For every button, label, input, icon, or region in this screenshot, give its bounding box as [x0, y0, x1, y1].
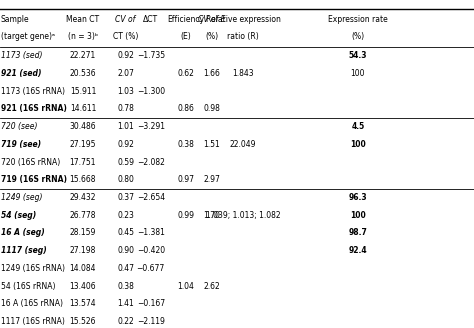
Text: 0.38: 0.38: [177, 140, 194, 149]
Text: 15.668: 15.668: [70, 175, 96, 184]
Text: 4.5: 4.5: [351, 122, 365, 131]
Text: CT (%): CT (%): [113, 32, 138, 41]
Text: 0.37: 0.37: [117, 193, 134, 202]
Text: Relative expression: Relative expression: [206, 15, 281, 24]
Text: −1.300: −1.300: [137, 87, 165, 96]
Text: 54 (seg): 54 (seg): [1, 211, 36, 220]
Text: 1.01: 1.01: [117, 122, 134, 131]
Text: 16 A (seg): 16 A (seg): [1, 228, 45, 237]
Text: 0.22: 0.22: [117, 317, 134, 326]
Text: ΔCT: ΔCT: [143, 15, 158, 24]
Text: 13.574: 13.574: [70, 299, 96, 308]
Text: 0.78: 0.78: [117, 104, 134, 113]
Text: 0.98: 0.98: [203, 104, 220, 113]
Text: 0.90: 0.90: [117, 246, 134, 255]
Text: 29.432: 29.432: [70, 193, 96, 202]
Text: 15.911: 15.911: [70, 87, 96, 96]
Text: 1249 (seg): 1249 (seg): [1, 193, 43, 202]
Text: 0.86: 0.86: [177, 104, 194, 113]
Text: 100: 100: [350, 211, 366, 220]
Text: 0.92: 0.92: [117, 140, 134, 149]
Text: 1.66: 1.66: [203, 69, 220, 78]
Text: 100: 100: [350, 140, 366, 149]
Text: 720 (16S rRNA): 720 (16S rRNA): [1, 157, 60, 167]
Text: 100: 100: [351, 69, 365, 78]
Text: 14.084: 14.084: [70, 264, 96, 273]
Text: 719 (16S rRNA): 719 (16S rRNA): [1, 175, 67, 184]
Text: 720 (see): 720 (see): [1, 122, 37, 131]
Text: −2.082: −2.082: [137, 157, 164, 167]
Text: 27.195: 27.195: [70, 140, 96, 149]
Text: 1.51: 1.51: [203, 140, 220, 149]
Text: (E): (E): [181, 32, 191, 41]
Text: 719 (see): 719 (see): [1, 140, 41, 149]
Text: 96.3: 96.3: [348, 193, 367, 202]
Text: −1.735: −1.735: [137, 51, 165, 60]
Text: 28.159: 28.159: [70, 228, 96, 237]
Text: 98.7: 98.7: [348, 228, 367, 237]
Text: 30.486: 30.486: [70, 122, 96, 131]
Text: 0.97: 0.97: [177, 175, 194, 184]
Text: (n = 3)ᵇ: (n = 3)ᵇ: [68, 32, 98, 41]
Text: 15.526: 15.526: [70, 317, 96, 326]
Text: −0.167: −0.167: [137, 299, 165, 308]
Text: 17.751: 17.751: [70, 157, 96, 167]
Text: Mean CT: Mean CT: [66, 15, 100, 24]
Text: 92.4: 92.4: [348, 246, 367, 255]
Text: Expression rate: Expression rate: [328, 15, 388, 24]
Text: ratio (R): ratio (R): [228, 32, 259, 41]
Text: 0.62: 0.62: [177, 69, 194, 78]
Text: 0.23: 0.23: [117, 211, 134, 220]
Text: 2.62: 2.62: [203, 281, 220, 291]
Text: Efficiency: Efficiency: [167, 15, 204, 24]
Text: 22.049: 22.049: [230, 140, 256, 149]
Text: 16 A (16S rRNA): 16 A (16S rRNA): [1, 299, 63, 308]
Text: 0.59: 0.59: [117, 157, 134, 167]
Text: 1249 (16S rRNA): 1249 (16S rRNA): [1, 264, 65, 273]
Text: −3.291: −3.291: [137, 122, 165, 131]
Text: 1117 (seg): 1117 (seg): [1, 246, 47, 255]
Text: 0.38: 0.38: [117, 281, 134, 291]
Text: (%): (%): [351, 32, 365, 41]
Text: 13.406: 13.406: [70, 281, 96, 291]
Text: 1.04: 1.04: [177, 281, 194, 291]
Text: −2.119: −2.119: [137, 317, 164, 326]
Text: 2.07: 2.07: [117, 69, 134, 78]
Text: CV of E: CV of E: [198, 15, 226, 24]
Text: 2.97: 2.97: [203, 175, 220, 184]
Text: 26.778: 26.778: [70, 211, 96, 220]
Text: 27.198: 27.198: [70, 246, 96, 255]
Text: −2.654: −2.654: [137, 193, 165, 202]
Text: 0.92: 0.92: [117, 51, 134, 60]
Text: CV of: CV of: [116, 15, 136, 24]
Text: 14.611: 14.611: [70, 104, 96, 113]
Text: 1.70: 1.70: [203, 211, 220, 220]
Text: 54.3: 54.3: [348, 51, 367, 60]
Text: 1117 (16S rRNA): 1117 (16S rRNA): [1, 317, 65, 326]
Text: 1.843: 1.843: [232, 69, 254, 78]
Text: −0.420: −0.420: [137, 246, 165, 255]
Text: 921 (sed): 921 (sed): [1, 69, 41, 78]
Text: 1173 (16S rRNA): 1173 (16S rRNA): [1, 87, 65, 96]
Text: 1.41: 1.41: [117, 299, 134, 308]
Text: 0.80: 0.80: [117, 175, 134, 184]
Text: 1.03: 1.03: [117, 87, 134, 96]
Text: (%): (%): [205, 32, 219, 41]
Text: (target gene)ᵃ: (target gene)ᵃ: [1, 32, 55, 41]
Text: 0.45: 0.45: [117, 228, 134, 237]
Text: Sample: Sample: [1, 15, 29, 24]
Text: −1.381: −1.381: [137, 228, 164, 237]
Text: 0.47: 0.47: [117, 264, 134, 273]
Text: 921 (16S rRNA): 921 (16S rRNA): [1, 104, 67, 113]
Text: 1.039; 1.013; 1.082: 1.039; 1.013; 1.082: [206, 211, 281, 220]
Text: 22.271: 22.271: [70, 51, 96, 60]
Text: 0.99: 0.99: [177, 211, 194, 220]
Text: 1173 (sed): 1173 (sed): [1, 51, 43, 60]
Text: 54 (16S rRNA): 54 (16S rRNA): [1, 281, 55, 291]
Text: 20.536: 20.536: [70, 69, 96, 78]
Text: −0.677: −0.677: [137, 264, 165, 273]
